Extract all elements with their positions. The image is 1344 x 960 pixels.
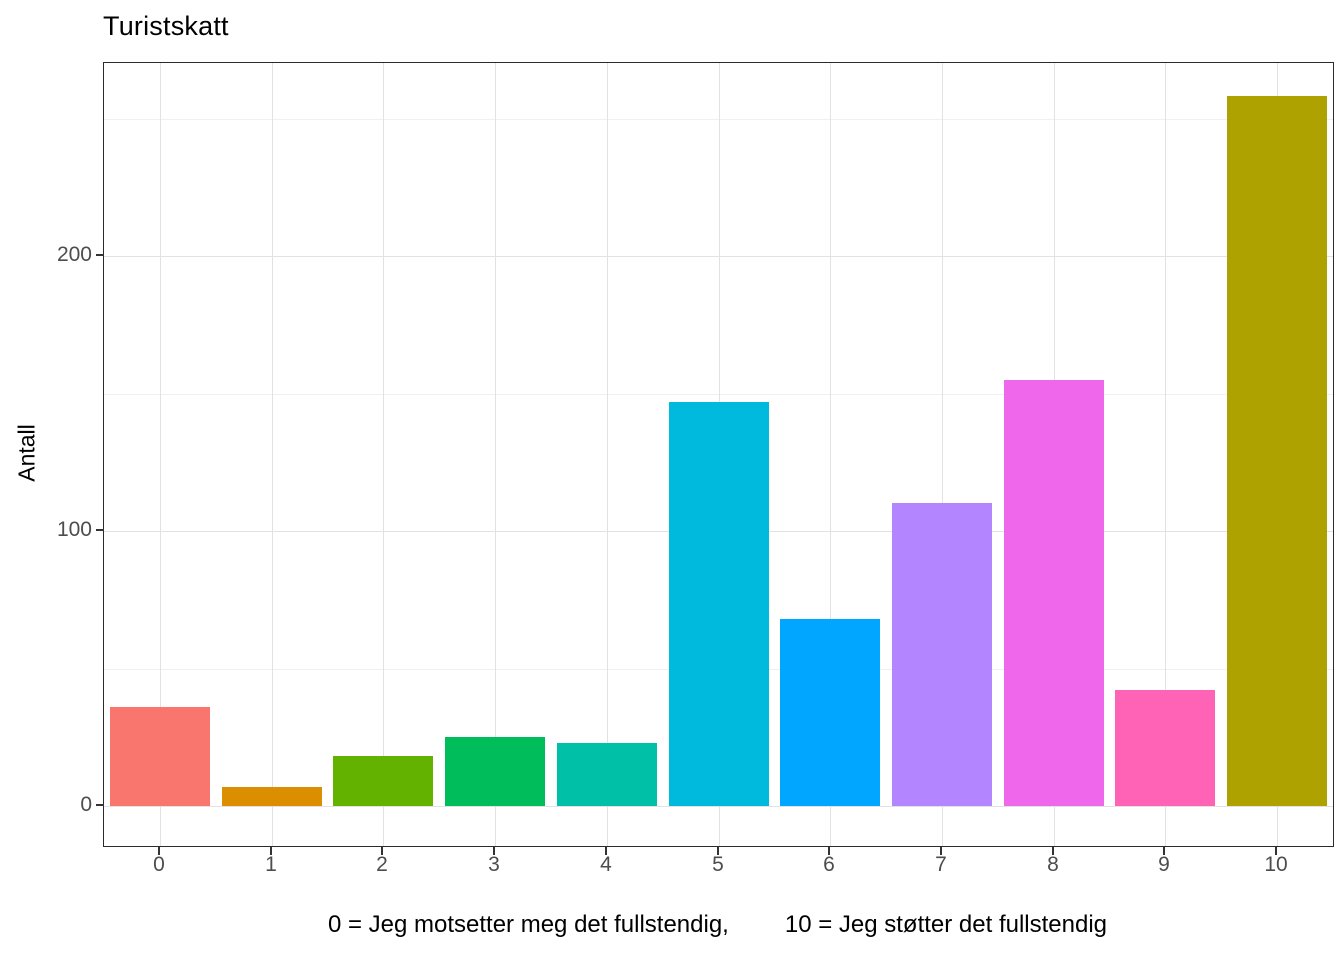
x-tick-mark bbox=[1275, 847, 1277, 855]
x-tick-label: 7 bbox=[935, 853, 947, 876]
x-axis-caption: 0 = Jeg motsetter meg det fullstendig, 1… bbox=[103, 911, 1332, 939]
x-tick-mark bbox=[717, 847, 719, 855]
x-tick-label: 10 bbox=[1264, 853, 1288, 876]
y-tick-label: 0 bbox=[80, 793, 92, 816]
y-tick-label: 200 bbox=[56, 243, 92, 266]
chart-title: Turistskatt bbox=[103, 11, 229, 41]
bar-category-1 bbox=[222, 787, 322, 806]
gridline-minor-h bbox=[104, 118, 1333, 120]
y-axis-label: Antall bbox=[13, 424, 40, 482]
bar-category-9 bbox=[1115, 690, 1215, 806]
x-tick-label: 5 bbox=[712, 853, 724, 876]
y-tick-mark bbox=[96, 254, 104, 256]
x-tick-mark bbox=[493, 847, 495, 855]
x-tick-label: 8 bbox=[1047, 853, 1059, 876]
gridline-major-h bbox=[104, 256, 1333, 257]
bar-category-8 bbox=[1004, 380, 1104, 806]
x-tick-label: 3 bbox=[488, 853, 500, 876]
bar-category-7 bbox=[892, 503, 992, 806]
bar-category-2 bbox=[333, 756, 433, 806]
bar-category-3 bbox=[445, 737, 545, 806]
x-tick-mark bbox=[381, 847, 383, 855]
y-tick-label: 100 bbox=[56, 518, 92, 541]
x-tick-mark bbox=[158, 847, 160, 855]
bar-category-6 bbox=[780, 619, 880, 806]
gridline-major-v bbox=[607, 63, 608, 846]
plot-panel bbox=[103, 62, 1334, 847]
gridline-minor-h bbox=[104, 393, 1333, 395]
y-tick-mark bbox=[96, 529, 104, 531]
bar-category-0 bbox=[110, 707, 210, 806]
x-tick-mark bbox=[270, 847, 272, 855]
gridline-major-v bbox=[942, 63, 943, 846]
caption-left-text: 0 = Jeg motsetter meg det fullstendig, bbox=[327, 911, 729, 938]
x-tick-label: 9 bbox=[1158, 853, 1170, 876]
x-tick-mark bbox=[605, 847, 607, 855]
x-tick-label: 2 bbox=[376, 853, 388, 876]
bar-category-10 bbox=[1227, 96, 1327, 806]
bar-category-4 bbox=[557, 743, 657, 806]
gridline-major-v bbox=[1165, 63, 1166, 846]
y-tick-mark bbox=[96, 804, 104, 806]
x-tick-mark bbox=[1163, 847, 1165, 855]
gridline-major-v bbox=[495, 63, 496, 846]
gridline-major-h bbox=[104, 806, 1333, 807]
gridline-major-v bbox=[383, 63, 384, 846]
gridline-major-v bbox=[160, 63, 161, 846]
x-tick-mark bbox=[940, 847, 942, 855]
x-tick-label: 0 bbox=[153, 853, 165, 876]
gridline-major-v bbox=[272, 63, 273, 846]
x-tick-label: 6 bbox=[823, 853, 835, 876]
x-tick-label: 1 bbox=[265, 853, 277, 876]
x-tick-mark bbox=[828, 847, 830, 855]
bar-category-5 bbox=[669, 402, 769, 806]
caption-right-text: 10 = Jeg støtter det fullstendig bbox=[784, 911, 1108, 938]
x-tick-mark bbox=[1052, 847, 1054, 855]
x-tick-label: 4 bbox=[600, 853, 612, 876]
gridline-major-v bbox=[830, 63, 831, 846]
